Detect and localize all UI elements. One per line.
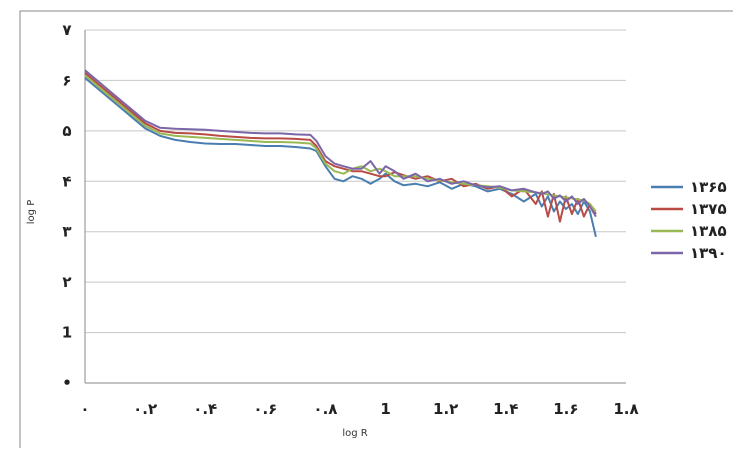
x-tick-label: 1.۶ [553, 400, 578, 418]
x-tick-label: 1.۸ [613, 400, 638, 418]
outer-border [19, 10, 733, 448]
series-line [84, 74, 597, 213]
y-axis-title: log P [26, 200, 37, 224]
x-tick-label: ۰.۸ [313, 400, 337, 418]
y-tick-labels: • 1 ۲ ۳ ۴ ۵ ۶ ۷ [62, 21, 72, 392]
x-axis-title: log R [342, 428, 367, 439]
x-tick-label: ۰.۴ [193, 400, 217, 418]
y-tick-label: ۶ [62, 71, 71, 89]
x-tick-label: ۰.۶ [253, 400, 277, 418]
y-tick-label: ۵ [62, 122, 71, 140]
y-tick-label: 1 [62, 324, 72, 342]
series-line [84, 72, 597, 223]
series-lines [84, 69, 597, 238]
y-tick-label: ۴ [62, 172, 71, 190]
legend-label: ۱۳۹۰ [690, 244, 727, 262]
y-tick-label: ۲ [62, 273, 71, 291]
series-line [84, 77, 597, 238]
x-tick-label: 1.۴ [493, 400, 518, 418]
x-tick-label: ۰ [80, 400, 89, 418]
legend-label: ۱۳۶۵ [690, 178, 727, 196]
x-tick-label: ۰.۲ [133, 400, 157, 418]
gridlines [85, 29, 626, 334]
y-tick-label: ۷ [62, 21, 71, 39]
x-tick-labels: ۰ ۰.۲ ۰.۴ ۰.۶ ۰.۸ 1 1.۲ 1.۴ 1.۶ 1.۸ [80, 400, 638, 418]
legend: ۱۳۶۵ ۱۳۷۵ ۱۳۸۵ ۱۳۹۰ [651, 178, 727, 262]
y-tick-label: ۳ [62, 223, 71, 241]
legend-label: ۱۳۷۵ [690, 200, 727, 218]
series-line [84, 69, 597, 218]
x-tick-label: 1.۲ [433, 400, 458, 418]
y-tick-label: • [62, 374, 72, 392]
x-tick-label: 1 [380, 400, 390, 418]
legend-label: ۱۳۸۵ [690, 222, 727, 240]
